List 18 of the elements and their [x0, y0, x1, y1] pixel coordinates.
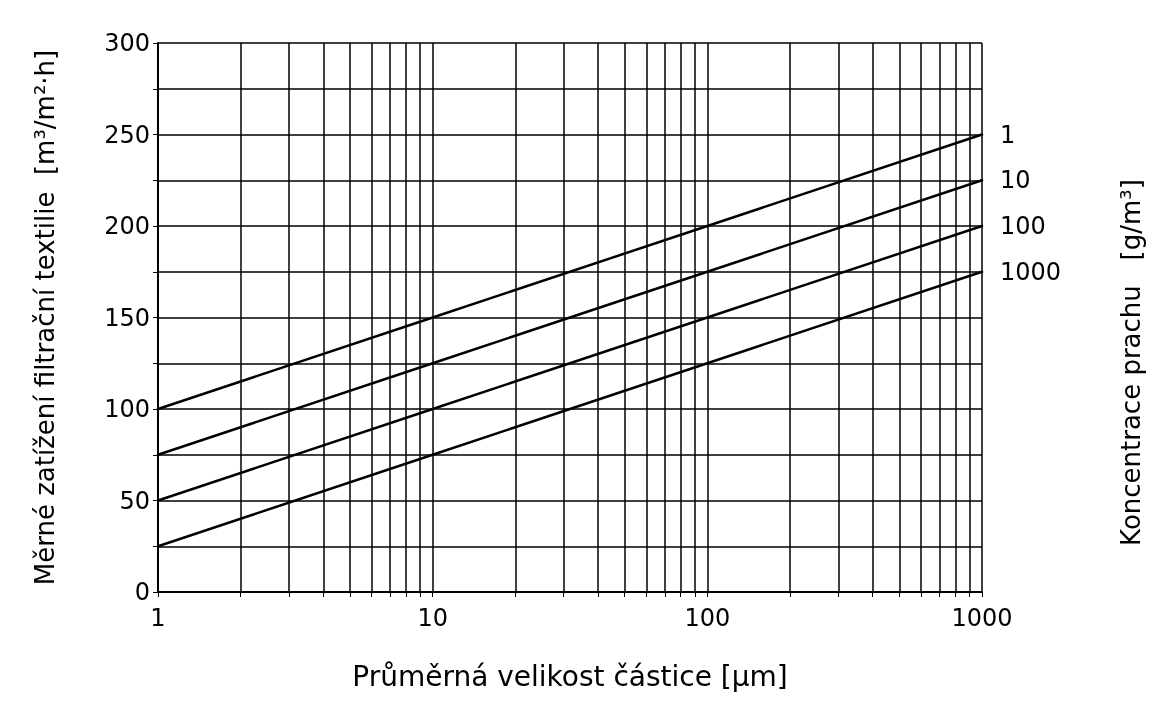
y-tick-label: 100 [104, 395, 150, 423]
x-tick-label: 1000 [951, 604, 1013, 632]
y-tick-label: 300 [104, 29, 150, 57]
series-label: 1 [1000, 120, 1016, 149]
y-tick-label: 200 [104, 212, 150, 240]
y-tick-label: 250 [104, 120, 150, 149]
series-label: 100 [1000, 212, 1046, 240]
legend-title: Koncentrace prachu [g/m³] [1116, 179, 1146, 546]
series-label: 10 [1000, 166, 1031, 195]
y-tick-label: 150 [104, 303, 150, 332]
series-label: 1000 [1000, 257, 1062, 286]
x-tick-label: 1 [150, 604, 166, 632]
y-tick-label: 0 [134, 578, 150, 606]
x-tick-label: 100 [684, 604, 731, 632]
x-axis-title: Průměrná velikost částice [µm] [352, 659, 788, 693]
y-tick-label: 50 [119, 486, 150, 515]
x-tick-label: 10 [417, 604, 448, 632]
y-axis-title: Měrné zatížení filtrační textilie [m³/m²·h] [30, 49, 60, 586]
